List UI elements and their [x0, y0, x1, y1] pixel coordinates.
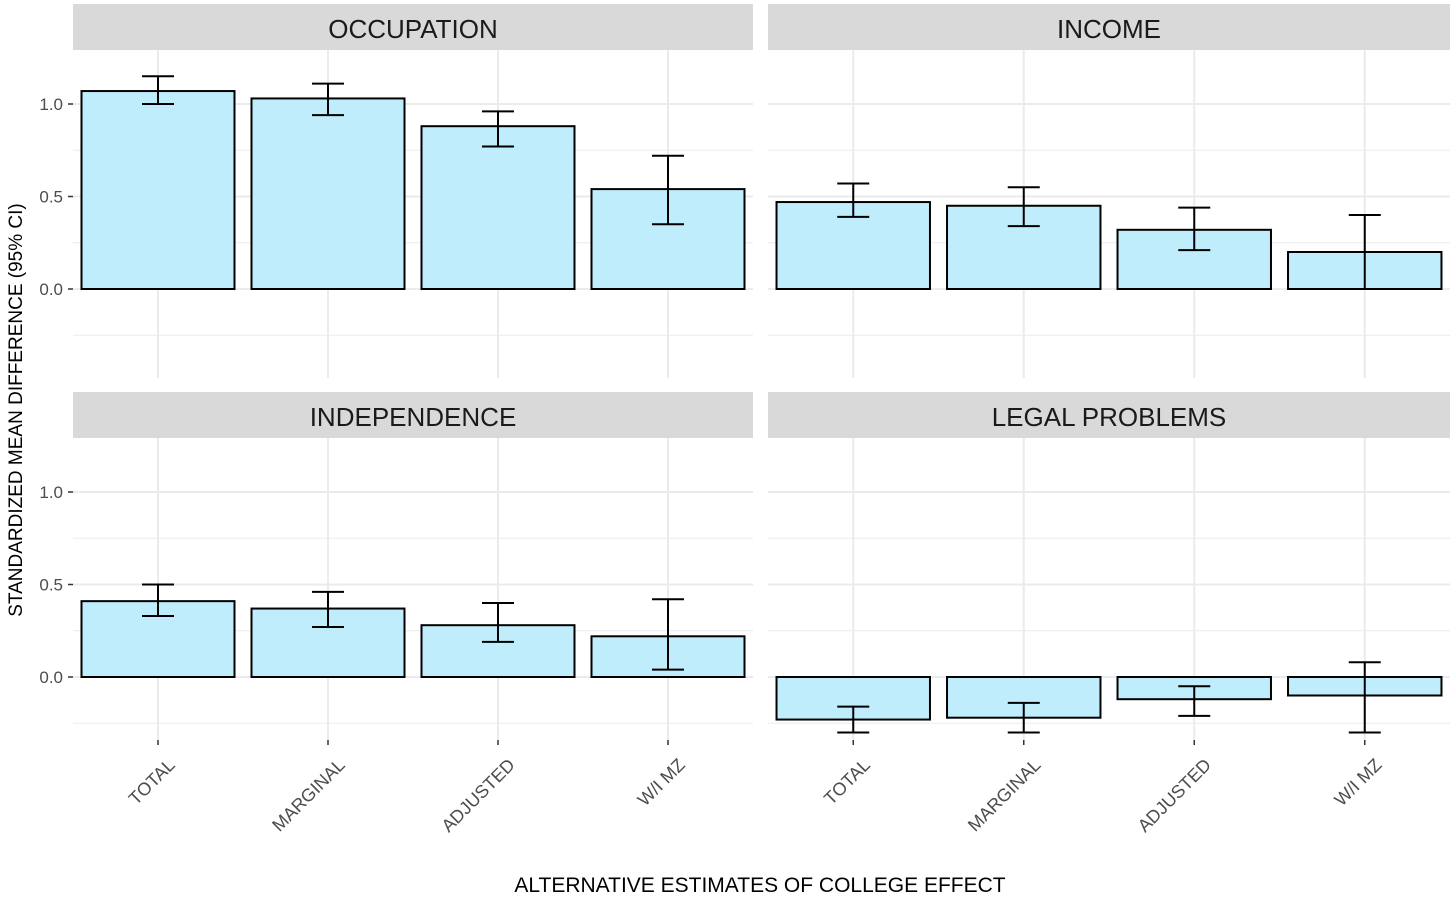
y-tick-label: 1.0 [39, 95, 63, 114]
facet-strip [73, 392, 753, 438]
facet-title: INCOME [1057, 14, 1161, 44]
x-tick-label: W/I MZ [1330, 755, 1385, 810]
y-axis-title: STANDARDIZED MEAN DIFFERENCE (95% CI) [6, 203, 27, 616]
x-tick-label: MARGINAL [268, 755, 349, 836]
facet-panel: LEGAL PROBLEMS TOTAL MARGINAL ADJUSTED W/I M… [768, 392, 1450, 836]
y-tick-label: 0.5 [39, 188, 63, 207]
facet-title: OCCUPATION [328, 14, 497, 44]
facet-panel: INDEPENDENCE 0.0 0.5 1.0 TOTAL MARGINAL ADJUST… [39, 392, 753, 836]
x-tick-label: W/I MZ [634, 755, 689, 810]
bar [420, 125, 576, 290]
facet-title: LEGAL PROBLEMS [992, 402, 1227, 432]
facet-panel: INCOME [768, 4, 1450, 378]
x-tick-label: ADJUSTED [438, 755, 519, 836]
x-tick-label: ADJUSTED [1134, 755, 1215, 836]
y-tick-label: 1.0 [39, 483, 63, 502]
facet-strip [768, 392, 1450, 438]
x-axis-title: ALTERNATIVE ESTIMATES OF COLLEGE EFFECT [514, 874, 1005, 897]
x-tick-label: TOTAL [125, 755, 179, 809]
x-tick-label: MARGINAL [964, 755, 1045, 836]
panel-background [73, 438, 753, 740]
facet-title: INDEPENDENCE [310, 402, 517, 432]
y-tick-label: 0.0 [39, 668, 63, 687]
bar [80, 90, 236, 290]
x-tick-label: TOTAL [820, 755, 874, 809]
y-tick-label: 0.5 [39, 576, 63, 595]
facet-strip [768, 4, 1450, 50]
bar [250, 97, 406, 290]
facet-strip [73, 4, 753, 50]
y-tick-label: 0.0 [39, 280, 63, 299]
facet-panel: OCCUPATION 0.0 0.5 1.0 [39, 4, 753, 378]
